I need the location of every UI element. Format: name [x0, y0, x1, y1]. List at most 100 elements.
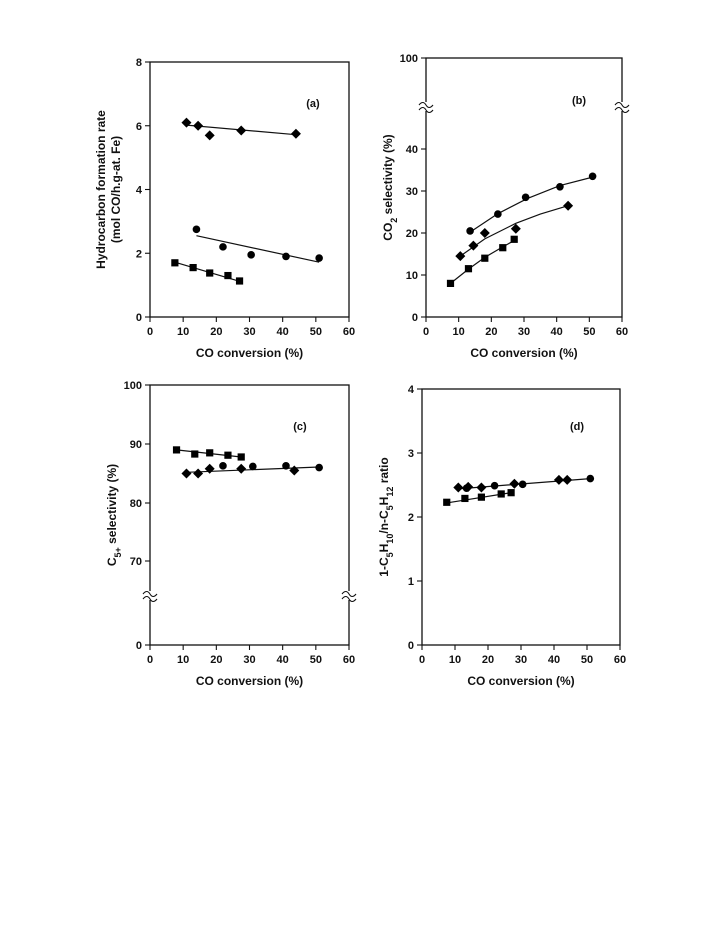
x-tick-label: 10	[453, 326, 465, 338]
x-tick-label: 60	[616, 326, 628, 338]
data-point-square	[443, 498, 451, 506]
panel-label: (d)	[570, 421, 584, 433]
data-point-square	[172, 446, 181, 454]
axis-break-mark	[341, 595, 357, 603]
y-tick-label: 4	[136, 185, 143, 197]
data-point-diamond	[553, 474, 564, 485]
data-point-diamond	[289, 465, 300, 476]
data-point-square	[446, 279, 455, 287]
x-tick-label: 60	[343, 654, 355, 666]
y-tick-label: 80	[130, 498, 142, 510]
chart-panel-4: 0 10 20 30 40 50 60 0 1 2 3 4 CO conversion (%) 1-C5H…	[377, 384, 626, 688]
data-point-diamond	[468, 240, 479, 251]
x-axis-title: CO conversion (%)	[470, 346, 577, 360]
data-point-diamond	[193, 468, 204, 479]
data-point-diamond	[204, 463, 215, 474]
data-point-square	[235, 277, 244, 285]
axis-break-mark	[418, 101, 434, 109]
y-tick-label: 3	[408, 448, 414, 460]
y-tick-label: 10	[406, 270, 418, 282]
data-point-square	[189, 263, 197, 272]
data-point-square	[237, 453, 245, 461]
y-tick-label: 0	[408, 640, 414, 652]
y-tick-label: 4	[408, 384, 415, 396]
data-point-diamond	[290, 128, 301, 139]
data-point-square	[206, 449, 214, 457]
x-tick-label: 0	[423, 326, 429, 338]
x-tick-label: 50	[310, 654, 322, 666]
y-tick-label: 0	[136, 640, 142, 652]
data-point-diamond	[479, 228, 490, 238]
x-tick-label: 30	[518, 326, 530, 338]
x-tick-label: 0	[147, 326, 153, 338]
x-tick-label: 50	[581, 654, 593, 666]
y-tick-label: 0	[412, 312, 418, 324]
x-tick-label: 30	[515, 654, 527, 666]
axis-break-mark	[418, 106, 434, 114]
x-tick-label: 50	[310, 326, 322, 338]
x-axis-title: CO conversion (%)	[196, 674, 303, 688]
y-axis-title: 1-C5H10/n-C5H12 ratio	[377, 457, 395, 576]
chart-panel-2: 0 10 20 30 40 50 60 0 10 20 30 40 100 CO conversion (…	[381, 53, 630, 360]
panel-label: (a)	[306, 98, 320, 110]
axis-break-gap	[616, 102, 628, 111]
data-point-square	[191, 450, 199, 458]
data-point-diamond	[453, 482, 464, 493]
data-point-diamond	[193, 120, 204, 131]
data-point-circle	[586, 474, 595, 483]
data-point-diamond	[510, 223, 521, 234]
data-point-diamond	[181, 117, 192, 128]
data-point-diamond	[509, 478, 520, 489]
x-tick-label: 10	[449, 654, 461, 666]
x-tick-label: 20	[482, 654, 494, 666]
axis-break-gap	[343, 591, 355, 600]
plot-frame	[425, 57, 623, 318]
x-tick-label: 40	[277, 654, 289, 666]
data-point-circle	[192, 225, 201, 234]
panel-label: (b)	[572, 95, 586, 107]
x-tick-label: 60	[614, 654, 626, 666]
axis-break-mark	[142, 595, 158, 603]
x-axis-title: CO conversion (%)	[467, 674, 574, 688]
y-tick-label: 30	[406, 186, 418, 198]
data-point-circle	[219, 243, 227, 251]
y-tick-label: 100	[400, 53, 418, 65]
data-point-circle	[247, 251, 255, 259]
data-point-square	[510, 235, 518, 243]
x-tick-label: 40	[548, 654, 560, 666]
data-point-circle	[249, 462, 257, 471]
panel-label: (c)	[293, 421, 307, 433]
y-tick-label: 2	[408, 512, 414, 524]
x-tick-label: 20	[210, 654, 222, 666]
data-point-circle	[282, 252, 290, 261]
y-tick-label: 6	[136, 121, 142, 133]
data-point-circle	[521, 193, 530, 202]
data-point-circle	[466, 227, 474, 235]
x-tick-label: 30	[243, 326, 255, 338]
data-point-circle	[219, 462, 227, 470]
x-tick-label: 30	[243, 654, 255, 666]
data-point-diamond	[236, 125, 247, 136]
x-tick-label: 0	[147, 654, 153, 666]
y-tick-label: 70	[130, 556, 142, 568]
data-point-diamond	[476, 482, 487, 493]
y-tick-label: 8	[136, 57, 142, 69]
y-tick-label: 0	[136, 312, 142, 324]
y-tick-label: 40	[406, 144, 418, 156]
data-point-circle	[556, 183, 564, 191]
data-point-circle	[315, 463, 323, 472]
y-axis-title: C5+ selectivity (%)	[105, 464, 123, 566]
data-point-square	[171, 259, 179, 267]
fit-line-diamond	[459, 205, 569, 257]
x-tick-label: 50	[583, 326, 595, 338]
axis-break-gap	[420, 102, 432, 111]
y-tick-label: 20	[406, 228, 418, 240]
data-point-diamond	[562, 474, 573, 485]
x-tick-label: 20	[485, 326, 497, 338]
plot-frame	[421, 388, 621, 646]
data-point-circle	[462, 484, 471, 493]
axis-break-gap	[144, 591, 156, 600]
fit-line-circle	[469, 176, 593, 233]
data-point-square	[481, 254, 489, 262]
data-point-square	[464, 265, 473, 273]
